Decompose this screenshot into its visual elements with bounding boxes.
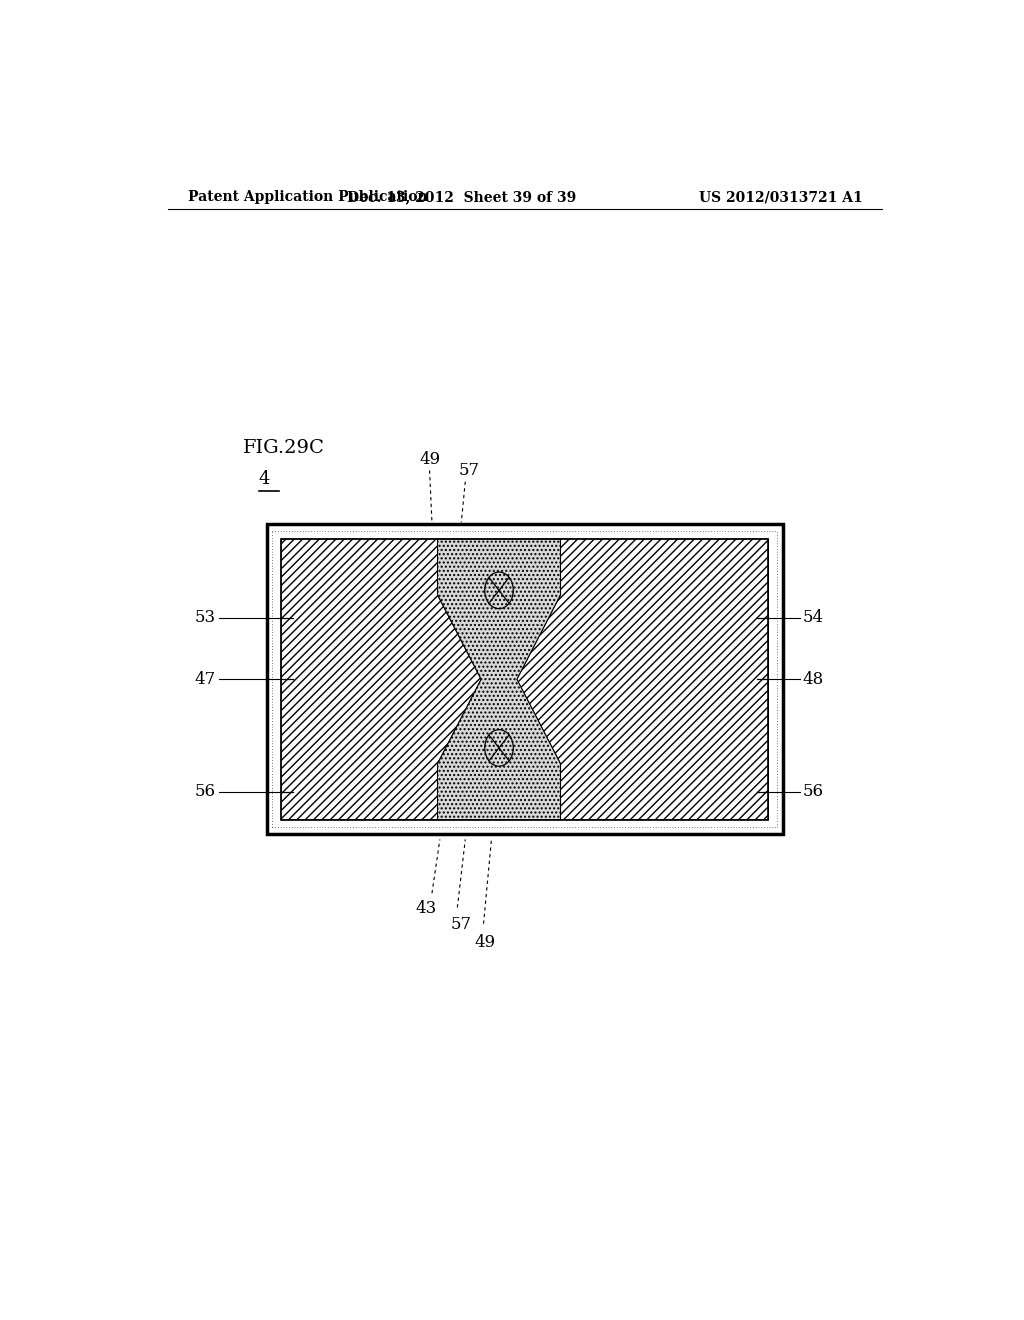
Polygon shape — [282, 539, 481, 820]
Text: FIG.29C: FIG.29C — [243, 440, 325, 457]
Text: 48: 48 — [803, 671, 824, 688]
Text: 53: 53 — [195, 609, 215, 626]
Text: 43: 43 — [415, 900, 436, 917]
Text: 49: 49 — [474, 935, 496, 950]
Bar — [267, 524, 782, 834]
Bar — [282, 539, 768, 820]
Text: 49: 49 — [419, 451, 440, 469]
Text: US 2012/0313721 A1: US 2012/0313721 A1 — [699, 190, 863, 205]
Polygon shape — [517, 539, 768, 820]
Text: 56: 56 — [195, 783, 215, 800]
Text: 47: 47 — [194, 671, 215, 688]
Text: 54: 54 — [803, 609, 823, 626]
Text: Dec. 13, 2012  Sheet 39 of 39: Dec. 13, 2012 Sheet 39 of 39 — [347, 190, 575, 205]
Text: Patent Application Publication: Patent Application Publication — [187, 190, 427, 205]
Polygon shape — [437, 539, 560, 820]
Text: 56: 56 — [803, 783, 823, 800]
Text: 57: 57 — [451, 916, 472, 933]
Text: 57: 57 — [459, 462, 480, 479]
Text: 4: 4 — [259, 470, 270, 487]
